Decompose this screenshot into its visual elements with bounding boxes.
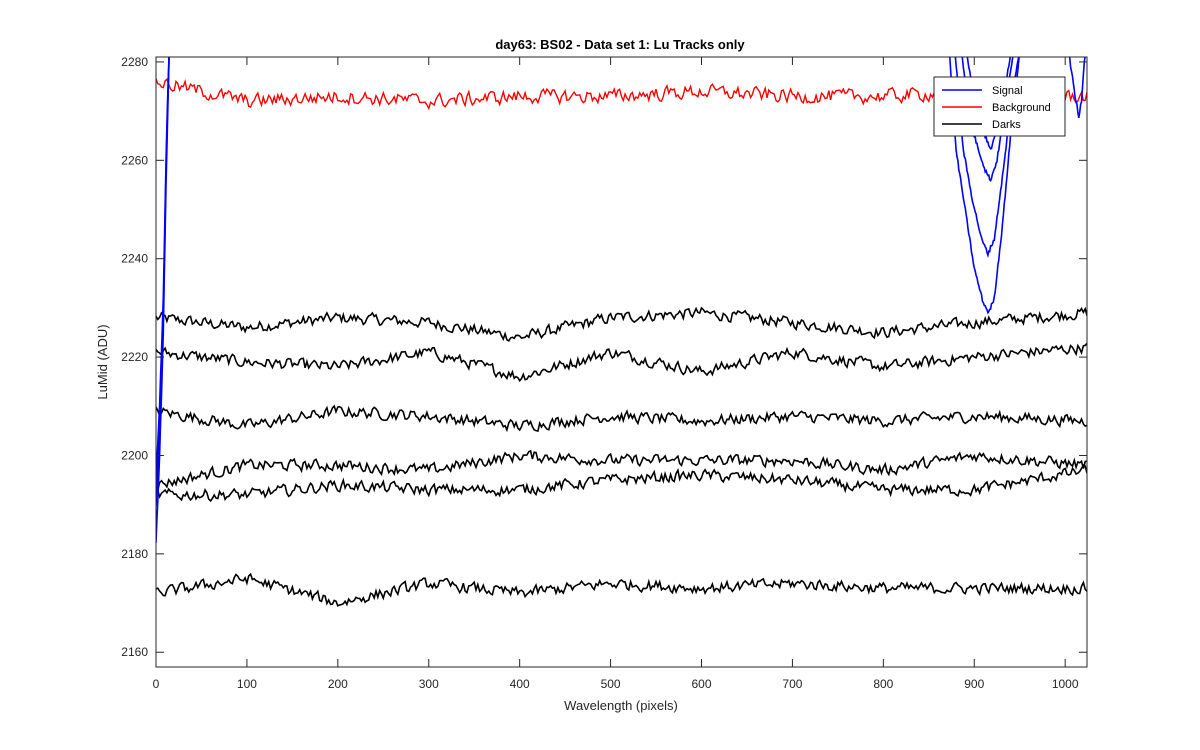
x-tick-label: 900 bbox=[964, 677, 984, 691]
y-tick-label: 2260 bbox=[121, 153, 148, 167]
legend-label-background: Background bbox=[992, 102, 1051, 114]
x-tick-label: 700 bbox=[782, 677, 802, 691]
legend-label-darks: Darks bbox=[992, 119, 1021, 131]
darks-line-2 bbox=[156, 342, 1087, 383]
y-axis-label: LuMid (ADU) bbox=[95, 324, 110, 399]
x-tick-label: 400 bbox=[510, 677, 530, 691]
y-tick-label: 2180 bbox=[121, 547, 148, 561]
x-tick-label: 100 bbox=[237, 677, 257, 691]
plot-area bbox=[156, 57, 1087, 667]
chart-title: day63: BS02 - Data set 1: Lu Tracks only bbox=[495, 37, 745, 52]
darks-line-5 bbox=[156, 463, 1087, 503]
y-tick-label: 2220 bbox=[121, 350, 148, 364]
x-axis-label: Wavelength (pixels) bbox=[564, 698, 678, 713]
plot-frame bbox=[155, 56, 1088, 668]
legend: Signal Background Darks bbox=[933, 76, 1066, 137]
darks-line-4 bbox=[156, 449, 1087, 491]
x-tick-label: 0 bbox=[153, 677, 160, 691]
y-tick-label: 2200 bbox=[121, 448, 148, 462]
darks-line-1 bbox=[156, 306, 1087, 343]
x-tick-label: 1000 bbox=[1052, 677, 1079, 691]
x-tick-label: 800 bbox=[873, 677, 893, 691]
signal-line-8 bbox=[1068, 57, 1086, 119]
signal-line-3 bbox=[156, 57, 170, 480]
legend-label-signal: Signal bbox=[992, 85, 1023, 97]
x-tick-label: 200 bbox=[328, 677, 348, 691]
darks-line-6 bbox=[156, 572, 1087, 607]
y-tick-label: 2280 bbox=[121, 55, 148, 69]
y-tick-label: 2160 bbox=[121, 645, 148, 659]
x-tick-label: 500 bbox=[601, 677, 621, 691]
darks-line-3 bbox=[156, 404, 1087, 433]
background-line bbox=[156, 77, 1087, 111]
x-tick-label: 600 bbox=[691, 677, 711, 691]
y-tick-label: 2240 bbox=[121, 252, 148, 266]
x-tick-label: 300 bbox=[419, 677, 439, 691]
axes-layer: 0 100 200 300 400 500 600 700 800 900 1000 2160 2180… bbox=[121, 55, 1087, 691]
